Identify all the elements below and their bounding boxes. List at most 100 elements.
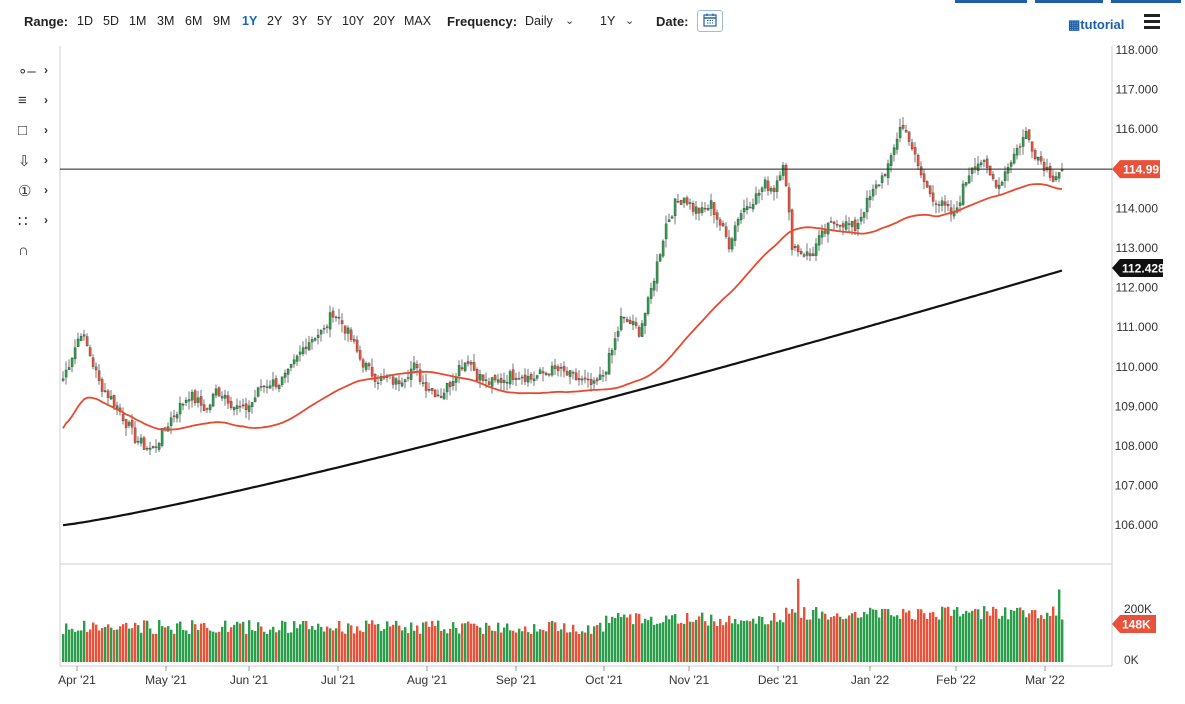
tutorial-link[interactable]: ▦tutorial: [1068, 17, 1124, 33]
candle-body: [157, 443, 161, 450]
range-1m[interactable]: 1M: [129, 14, 147, 28]
fib-tool-button[interactable]: ≡ ›: [18, 92, 48, 109]
candle-body: [463, 362, 467, 372]
magnet-tool-button[interactable]: ∩: [16, 242, 52, 264]
candle-body: [532, 378, 536, 382]
candle-body: [334, 316, 338, 319]
sma-tag: 112.428: [1112, 259, 1165, 277]
volume-bar: [212, 631, 215, 662]
period-select[interactable]: 1Y: [600, 14, 616, 28]
candle-body: [76, 338, 80, 347]
candle-body: [211, 393, 215, 407]
period-chevron-down-icon[interactable]: ⌄: [625, 15, 635, 27]
candle-body: [838, 224, 842, 227]
candle-body: [283, 372, 287, 378]
volume-bar: [707, 625, 710, 662]
candle-body: [688, 202, 692, 204]
pattern-tool-button[interactable]: ∷ ›: [18, 213, 48, 230]
candle-body: [799, 251, 803, 254]
frequency-select[interactable]: Daily: [525, 14, 553, 28]
volume-bar: [779, 619, 782, 662]
range-9m[interactable]: 9M: [213, 14, 231, 28]
volume-bar: [1040, 615, 1043, 662]
range-3y[interactable]: 3Y: [292, 14, 308, 28]
volume-bar: [839, 616, 842, 662]
volume-bar: [614, 617, 617, 662]
volume-bar: [854, 611, 857, 662]
volume-bar: [116, 629, 119, 662]
volume-bar: [533, 624, 536, 662]
candle-body: [316, 334, 320, 338]
candle-body: [886, 163, 890, 179]
candle-body: [1012, 153, 1016, 164]
range-10y[interactable]: 10Y: [342, 14, 365, 28]
candle-body: [313, 338, 317, 341]
volume-bar: [80, 630, 83, 662]
range-5y[interactable]: 5Y: [317, 14, 333, 28]
volume-bar: [773, 612, 776, 662]
candle-body: [1033, 150, 1037, 160]
volume-bar: [695, 619, 698, 662]
range-2y[interactable]: 2Y: [267, 14, 283, 28]
candle-body: [1030, 141, 1034, 152]
current-price-tag: 114.991: [1112, 160, 1166, 179]
volume-bar: [845, 618, 848, 662]
range-1d[interactable]: 1D: [77, 14, 93, 28]
count-tool-button[interactable]: ① ›: [18, 183, 48, 200]
candle-body: [202, 404, 206, 411]
volume-bar: [170, 629, 173, 662]
candle-body: [709, 200, 713, 209]
candle-body: [763, 179, 767, 189]
candle-body: [508, 371, 512, 385]
candle-body: [556, 366, 560, 371]
volume-bar: [1052, 606, 1055, 662]
candle-body: [229, 401, 233, 408]
candle-body: [826, 222, 830, 235]
candle-body: [778, 175, 782, 181]
volume-bar: [227, 631, 230, 662]
range-20y[interactable]: 20Y: [373, 14, 396, 28]
range-max[interactable]: MAX: [404, 14, 432, 28]
volume-bar: [467, 621, 470, 662]
volume-bar: [476, 625, 479, 662]
candle-body: [1009, 162, 1013, 167]
volume-bar: [767, 624, 770, 662]
volume-bar: [596, 625, 599, 662]
candle-body: [517, 378, 521, 380]
volume-bar: [377, 623, 380, 662]
candle-body: [697, 207, 701, 214]
frequency-chevron-down-icon[interactable]: ⌄: [565, 15, 575, 27]
volume-bar: [407, 633, 410, 662]
line-tool-button[interactable]: ∘– ›: [18, 63, 48, 80]
candle-body: [550, 365, 554, 376]
arrow-tool-button[interactable]: ⇩ ›: [18, 153, 48, 170]
y-tick-label: 117.000: [1116, 83, 1159, 97]
volume-bar: [869, 607, 872, 662]
candle-body: [544, 372, 548, 376]
volume-bar: [581, 631, 584, 662]
candle-body: [724, 226, 728, 237]
candle-body: [880, 175, 884, 184]
candle-body: [1054, 176, 1058, 180]
menu-icon[interactable]: [1144, 14, 1160, 29]
candle-body: [1051, 175, 1055, 182]
volume-bar: [785, 607, 788, 662]
volume-bar: [236, 621, 239, 662]
candle-body: [472, 362, 476, 371]
volume-bar: [734, 618, 737, 662]
range-3m[interactable]: 3M: [157, 14, 175, 28]
candle-body: [535, 375, 539, 379]
rectangle-tool-button[interactable]: □ ›: [18, 122, 48, 139]
candle-body: [559, 367, 563, 369]
calendar-icon[interactable]: [697, 10, 723, 32]
range-6m[interactable]: 6M: [185, 14, 203, 28]
range-1y[interactable]: 1Y: [242, 14, 258, 28]
candle-body: [73, 347, 77, 360]
candle-body: [205, 408, 209, 410]
volume-axis: 0K 200K: [1124, 602, 1152, 667]
candle-body: [268, 385, 272, 389]
volume-bar: [587, 625, 590, 662]
volume-bar: [470, 623, 473, 662]
range-5d[interactable]: 5D: [103, 14, 119, 28]
